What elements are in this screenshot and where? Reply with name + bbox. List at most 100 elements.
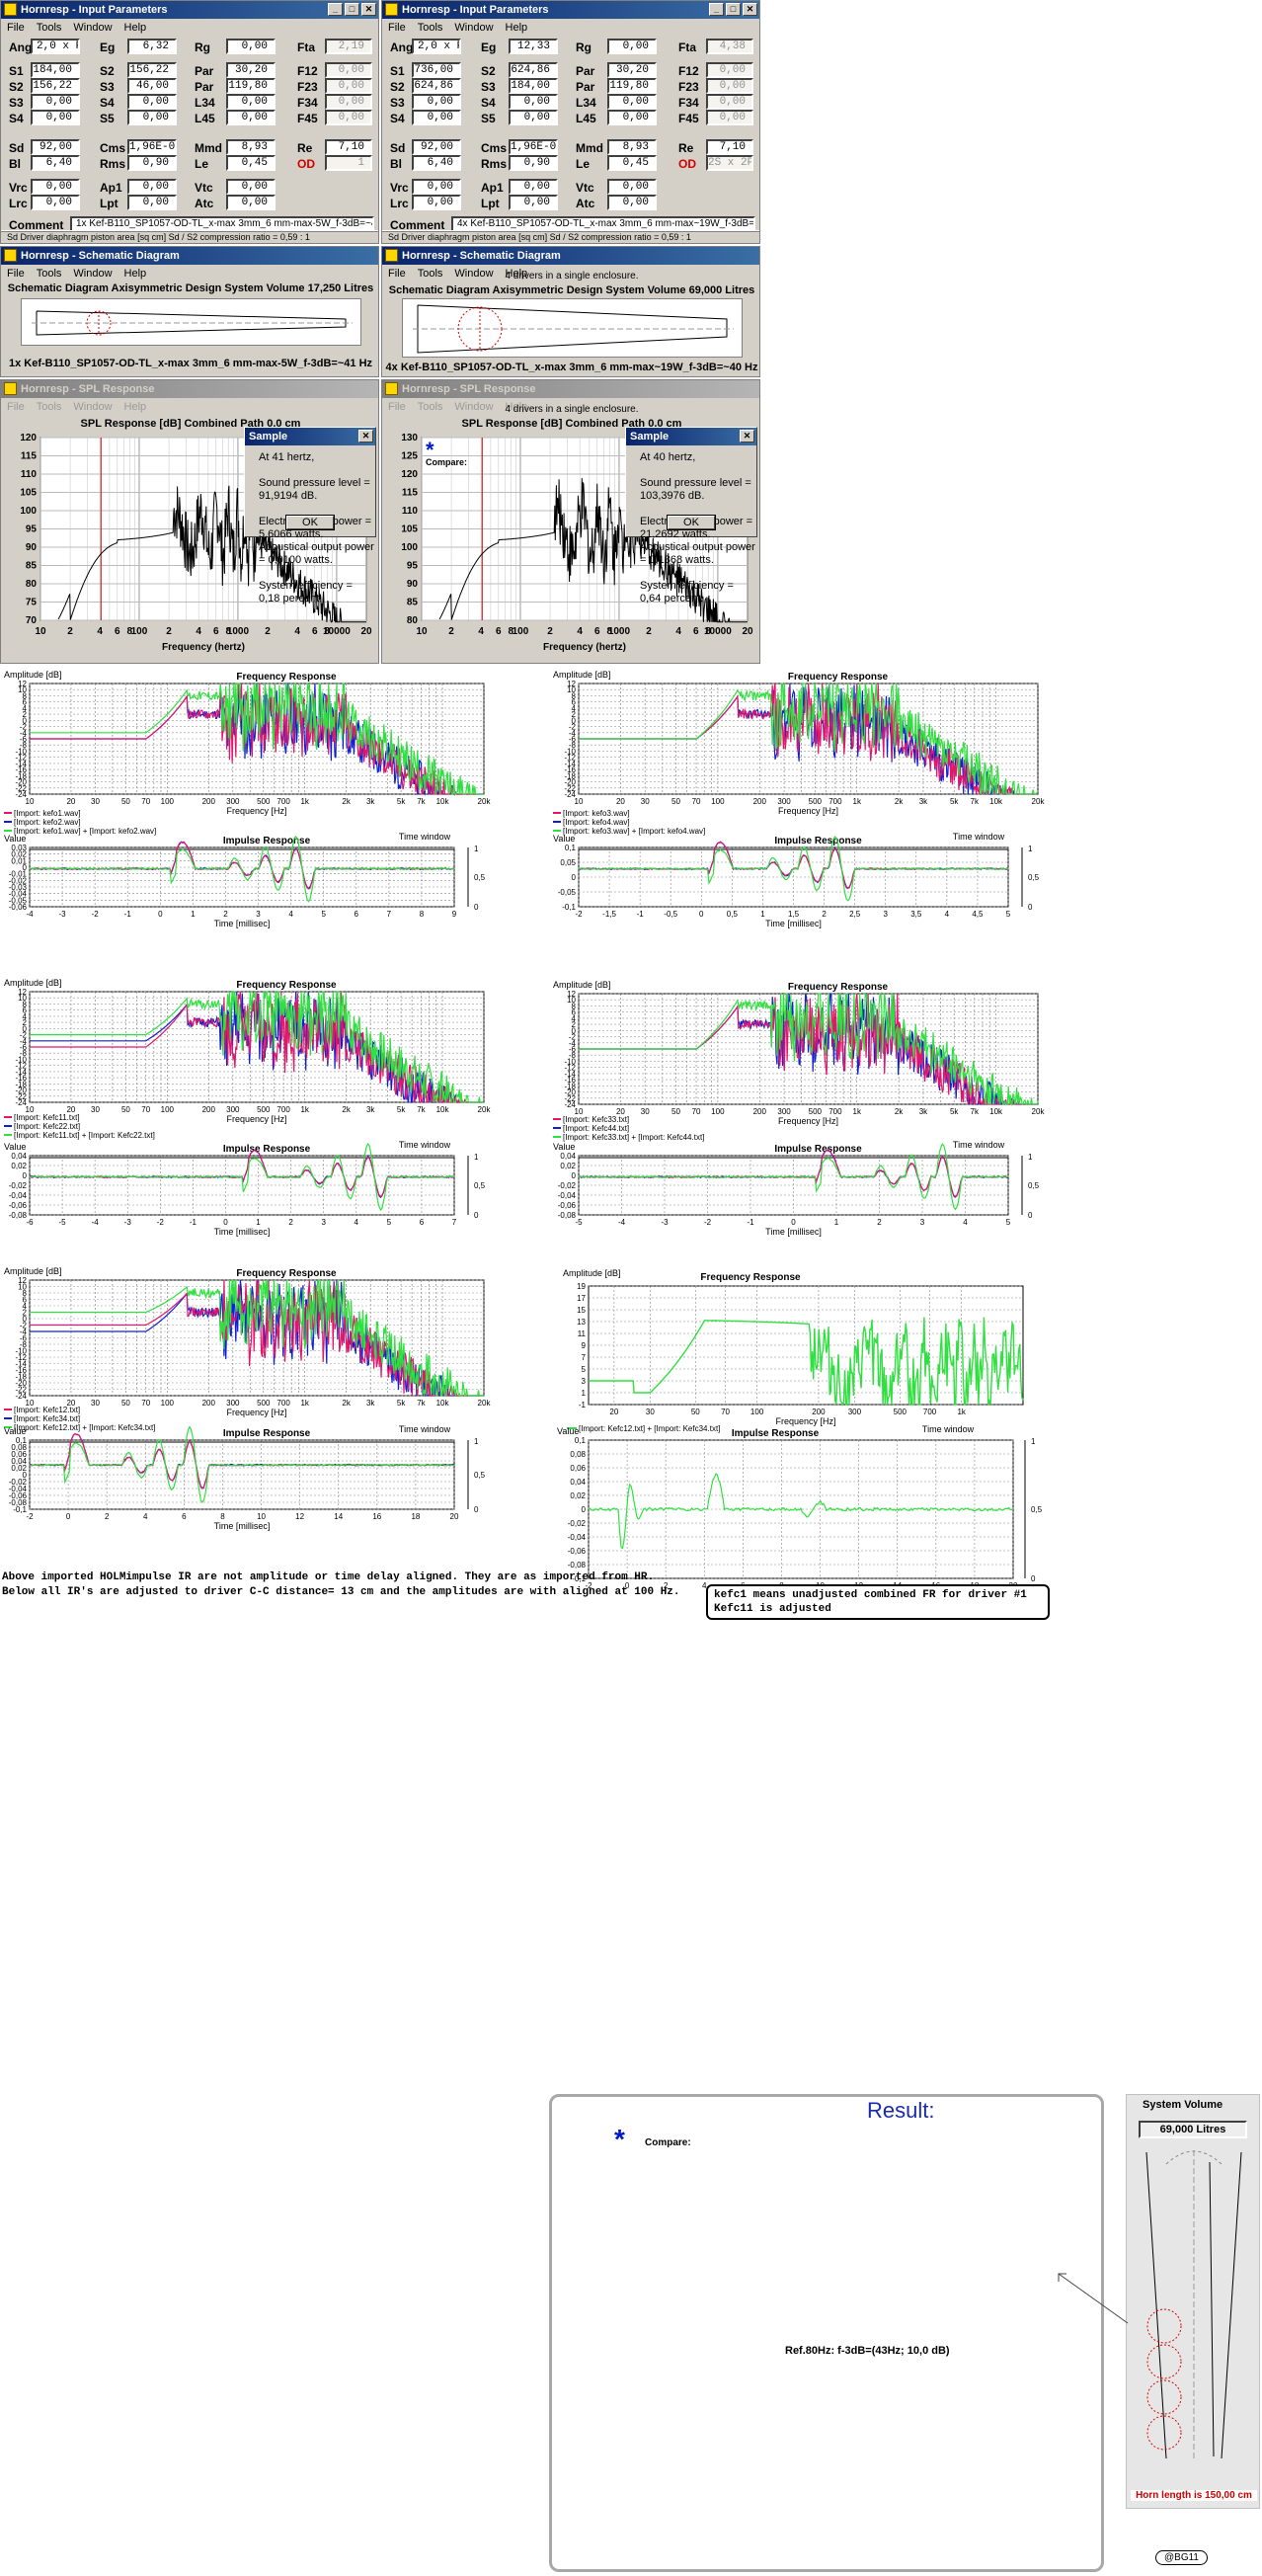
- menu-help[interactable]: Help: [123, 22, 147, 34]
- field-s3[interactable]: 184,00: [509, 78, 558, 94]
- field-par1[interactable]: 30,20: [226, 62, 276, 78]
- field-s1[interactable]: 736,00: [412, 62, 461, 78]
- menu-file[interactable]: File: [388, 22, 406, 34]
- ok-button[interactable]: OK: [285, 515, 335, 530]
- menu-file[interactable]: File: [7, 22, 25, 34]
- field-mmd[interactable]: 8,93: [607, 139, 657, 155]
- menu-tools[interactable]: Tools: [417, 268, 443, 280]
- field-atc[interactable]: 0,00: [607, 195, 657, 210]
- field-l45[interactable]: 0,00: [607, 110, 657, 125]
- close-icon[interactable]: ✕: [358, 430, 373, 443]
- field-atc[interactable]: 0,00: [226, 195, 276, 210]
- field-par2[interactable]: 119,80: [226, 78, 276, 94]
- field-sd[interactable]: 92,00: [31, 139, 80, 155]
- field-s5[interactable]: 0,00: [509, 110, 558, 125]
- field-l34[interactable]: 0,00: [607, 94, 657, 110]
- field-od[interactable]: 1: [325, 155, 372, 171]
- field-f34[interactable]: 0,00: [706, 94, 753, 110]
- menu-tools[interactable]: Tools: [417, 22, 443, 34]
- field-cms[interactable]: 1,96E-03: [127, 139, 177, 155]
- field-s1[interactable]: 184,00: [31, 62, 80, 78]
- field-s5[interactable]: 0,00: [127, 110, 177, 125]
- menu-file[interactable]: File: [388, 401, 406, 413]
- field-vrc[interactable]: 0,00: [412, 179, 461, 195]
- field-rms[interactable]: 0,90: [509, 155, 558, 171]
- field-lrc[interactable]: 0,00: [31, 195, 80, 210]
- field-lpt[interactable]: 0,00: [509, 195, 558, 210]
- field-mmd[interactable]: 8,93: [226, 139, 276, 155]
- field-fta[interactable]: 2,19: [325, 39, 372, 54]
- menu-help[interactable]: Help: [505, 22, 528, 34]
- close-button[interactable]: ✕: [361, 3, 376, 16]
- menu-window[interactable]: Window: [454, 401, 494, 413]
- menu-window[interactable]: Window: [73, 268, 113, 280]
- ok-button[interactable]: OK: [667, 515, 716, 530]
- field-lrc[interactable]: 0,00: [412, 195, 461, 210]
- field-re[interactable]: 7,10: [325, 139, 372, 155]
- menu-file[interactable]: File: [7, 268, 25, 280]
- field-bl[interactable]: 6,40: [31, 155, 80, 171]
- field-s3r[interactable]: 0,00: [31, 94, 80, 110]
- field-f34[interactable]: 0,00: [325, 94, 372, 110]
- field-s2b[interactable]: 624,86: [509, 62, 558, 78]
- field-eg[interactable]: 12,33: [509, 39, 558, 54]
- field-le[interactable]: 0,45: [607, 155, 657, 171]
- field-ap1[interactable]: 0,00: [509, 179, 558, 195]
- minimize-button[interactable]: _: [709, 3, 724, 16]
- menu-window[interactable]: Window: [454, 22, 494, 34]
- maximize-button[interactable]: □: [345, 3, 359, 16]
- field-rms[interactable]: 0,90: [127, 155, 177, 171]
- field-s2[interactable]: 156,22: [31, 78, 80, 94]
- field-od[interactable]: 2S x 2P: [706, 155, 753, 171]
- field-rg[interactable]: 0,00: [226, 39, 276, 54]
- field-cms[interactable]: 1,96E-03: [509, 139, 558, 155]
- field-ang[interactable]: 2,0 x Pi: [31, 39, 80, 54]
- maximize-button[interactable]: □: [726, 3, 741, 16]
- menu-tools[interactable]: Tools: [36, 268, 62, 280]
- field-sd[interactable]: 92,00: [412, 139, 461, 155]
- field-rg[interactable]: 0,00: [607, 39, 657, 54]
- field-s4[interactable]: 0,00: [509, 94, 558, 110]
- field-f45[interactable]: 0,00: [325, 110, 372, 125]
- menu-help[interactable]: Help: [123, 401, 147, 413]
- close-icon[interactable]: ✕: [740, 430, 754, 443]
- field-s3[interactable]: 46,00: [127, 78, 177, 94]
- field-eg[interactable]: 6,32: [127, 39, 177, 54]
- field-par1[interactable]: 30,20: [607, 62, 657, 78]
- field-f45[interactable]: 0,00: [706, 110, 753, 125]
- menu-window[interactable]: Window: [73, 401, 113, 413]
- close-button[interactable]: ✕: [743, 3, 757, 16]
- menu-tools[interactable]: Tools: [36, 401, 62, 413]
- field-ang[interactable]: 2,0 x Pi: [412, 39, 461, 54]
- field-f23[interactable]: 0,00: [325, 78, 372, 94]
- field-fta[interactable]: 4,38: [706, 39, 753, 54]
- field-f12[interactable]: 0,00: [706, 62, 753, 78]
- menu-file[interactable]: File: [388, 268, 406, 280]
- field-l34[interactable]: 0,00: [226, 94, 276, 110]
- field-vrc[interactable]: 0,00: [31, 179, 80, 195]
- field-s4[interactable]: 0,00: [127, 94, 177, 110]
- menu-tools[interactable]: Tools: [36, 22, 62, 34]
- field-s2[interactable]: 624,86: [412, 78, 461, 94]
- field-f23[interactable]: 0,00: [706, 78, 753, 94]
- field-s2b[interactable]: 156,22: [127, 62, 177, 78]
- field-ap1[interactable]: 0,00: [127, 179, 177, 195]
- field-s3r[interactable]: 0,00: [412, 94, 461, 110]
- menu-tools[interactable]: Tools: [417, 401, 443, 413]
- field-lpt[interactable]: 0,00: [127, 195, 177, 210]
- menu-help[interactable]: Help: [505, 401, 528, 413]
- minimize-button[interactable]: _: [328, 3, 343, 16]
- field-vtc[interactable]: 0,00: [226, 179, 276, 195]
- field-le[interactable]: 0,45: [226, 155, 276, 171]
- comment-field[interactable]: 1x Kef-B110_SP1057-OD-TL_x-max 3mm_6 mm-…: [70, 216, 374, 232]
- field-s4r[interactable]: 0,00: [31, 110, 80, 125]
- field-vtc[interactable]: 0,00: [607, 179, 657, 195]
- menu-help[interactable]: Help: [505, 268, 528, 280]
- menu-help[interactable]: Help: [123, 268, 147, 280]
- field-s4r[interactable]: 0,00: [412, 110, 461, 125]
- comment-field[interactable]: 4x Kef-B110_SP1057-OD-TL_x-max 3mm_6 mm-…: [451, 216, 755, 232]
- menu-file[interactable]: File: [7, 401, 25, 413]
- menu-window[interactable]: Window: [454, 268, 494, 280]
- menu-window[interactable]: Window: [73, 22, 113, 34]
- field-par2[interactable]: 119,80: [607, 78, 657, 94]
